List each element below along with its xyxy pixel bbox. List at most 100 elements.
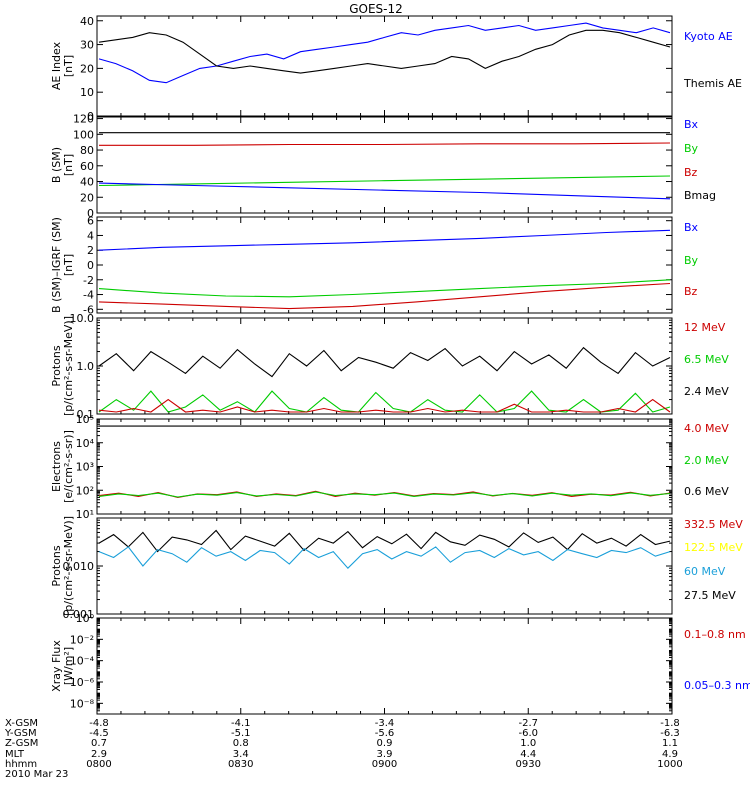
y-tick-label: 0.1 xyxy=(77,408,95,421)
legend-entry: Themis AE xyxy=(683,77,742,90)
y-tick-label: 10⁴ xyxy=(76,437,95,450)
x-axis-value: -3.4 xyxy=(375,718,395,729)
y-axis-label: Xray Flux xyxy=(50,640,63,692)
x-axis-value: 2.9 xyxy=(91,749,107,760)
legend-entry: 0.1–0.8 nm xyxy=(684,628,746,641)
legend-entry: Bz xyxy=(684,285,698,298)
y-axis-label: [p/(cm²-s-sr-MeV)] xyxy=(62,516,75,616)
series-line xyxy=(98,546,671,570)
y-axis-label: [nT] xyxy=(62,55,75,77)
date-label: 2010 Mar 23 xyxy=(5,769,68,780)
series-line xyxy=(98,279,671,298)
x-axis-value: -5.1 xyxy=(231,728,251,739)
series-line xyxy=(98,29,671,74)
x-axis-row-label: hhmm xyxy=(5,759,37,770)
y-tick-label: 0.001 xyxy=(63,608,95,621)
y-tick-label: 20 xyxy=(80,62,94,75)
y-tick-label: 20 xyxy=(80,191,94,204)
legend-entry: 4.0 MeV xyxy=(684,422,729,435)
x-axis-value: 0800 xyxy=(86,759,111,770)
y-tick-label: 40 xyxy=(80,15,94,28)
x-axis-value: 0.9 xyxy=(377,738,393,749)
y-axis-label: Protons xyxy=(50,545,63,586)
y-tick-label: -4 xyxy=(83,289,94,302)
legend-entry: 0.05–0.3 nm xyxy=(684,679,750,692)
legend-entry: Bz xyxy=(684,166,698,179)
panel-frame xyxy=(96,418,673,515)
legend-entry: 122.5 MeV xyxy=(684,541,743,554)
series-line xyxy=(98,529,671,553)
y-tick-label: 120 xyxy=(73,113,94,126)
y-tick-label: -6 xyxy=(83,303,94,316)
y-tick-label: 1.0 xyxy=(77,360,95,373)
x-axis-row-label: Y-GSM xyxy=(4,728,37,739)
y-tick-label: 40 xyxy=(80,176,94,189)
x-axis-value: -4.5 xyxy=(89,728,109,739)
panel-frame xyxy=(96,116,673,214)
y-tick-label: 10 xyxy=(80,86,94,99)
series-line xyxy=(98,346,671,378)
x-axis-row-label: X-GSM xyxy=(5,718,38,729)
legend-entry: 27.5 MeV xyxy=(684,589,736,602)
x-axis-value: 4.4 xyxy=(520,749,536,760)
series-line xyxy=(98,282,671,310)
legend-entry: 2.4 MeV xyxy=(684,385,729,398)
x-axis-value: -6.0 xyxy=(518,728,538,739)
y-axis-label: [nT] xyxy=(62,254,75,276)
x-axis-value: -6.3 xyxy=(660,728,680,739)
y-tick-label: 0 xyxy=(87,207,94,220)
y-tick-label: 0 xyxy=(87,259,94,272)
legend-entry: Bx xyxy=(684,221,699,234)
y-tick-label: 2 xyxy=(87,244,94,257)
series-line xyxy=(98,491,671,498)
x-axis-value: 0830 xyxy=(228,759,253,770)
legend-entry: 2.0 MeV xyxy=(684,454,729,467)
y-axis-label: [e/(cm²-s-sr)] xyxy=(62,430,75,503)
y-tick-label: 10⁻² xyxy=(70,633,94,646)
series-line xyxy=(98,22,671,84)
y-axis-label: [W/m²] xyxy=(62,647,75,685)
y-tick-label: 10⁵ xyxy=(76,413,94,426)
x-axis-value: -4.8 xyxy=(89,718,109,729)
panel-frame xyxy=(96,617,673,715)
series-line xyxy=(98,175,671,187)
legend-entry: By xyxy=(684,142,699,155)
legend-entry: 60 MeV xyxy=(684,565,726,578)
x-axis-value: 1.0 xyxy=(520,738,536,749)
y-axis-label: Electrons xyxy=(50,441,63,492)
series-line xyxy=(98,390,671,413)
series-line xyxy=(98,398,671,413)
x-axis-table: X-GSM -4.8 -4.1 -3.4 -2.7 -1.8 Y-GSM -4.5 -5.1 -5… xyxy=(4,718,683,780)
x-axis-value: 0900 xyxy=(372,759,397,770)
x-axis-value: 1.1 xyxy=(662,738,678,749)
panel-frame xyxy=(96,317,673,415)
panel-frame xyxy=(96,517,673,615)
x-axis-value: 0930 xyxy=(516,759,541,770)
legend-entry: By xyxy=(684,254,699,267)
y-axis-label: [nT] xyxy=(62,154,75,176)
y-tick-label: 0 xyxy=(87,110,94,123)
x-axis-row-label: MLT xyxy=(5,749,25,760)
x-axis-value: -2.7 xyxy=(518,718,538,729)
y-tick-label: 30 xyxy=(80,39,94,52)
y-tick-label: 10⁻⁶ xyxy=(70,676,95,689)
x-axis-row-label: Z-GSM xyxy=(5,738,38,749)
x-axis-value: -5.6 xyxy=(375,728,395,739)
x-axis-value: 1000 xyxy=(657,759,682,770)
y-tick-label: 10⁻⁸ xyxy=(70,697,95,710)
series-line xyxy=(98,182,671,200)
y-tick-label: 10³ xyxy=(76,461,94,474)
panel-bdiff: -6-4 -2 0 2 46 B (SM)–IGRF (SM) [nT] Bx By Bz xyxy=(50,215,699,317)
legend-entry: 6.5 MeV xyxy=(684,353,729,366)
y-tick-label: 6 xyxy=(87,215,94,228)
x-axis-value: -1.8 xyxy=(660,718,680,729)
legend-entry: 0.6 MeV xyxy=(684,485,729,498)
y-tick-label: 10⁰ xyxy=(76,612,95,625)
y-axis-label: Protons xyxy=(50,345,63,386)
series-line xyxy=(99,142,671,146)
panel-frame xyxy=(96,216,673,314)
panel-protons: 0.1 1.0 10.0 Protons [p/(cm²-s-sr-MeV)] 12 Me… xyxy=(50,312,729,421)
y-tick-label: 0.010 xyxy=(63,560,95,573)
